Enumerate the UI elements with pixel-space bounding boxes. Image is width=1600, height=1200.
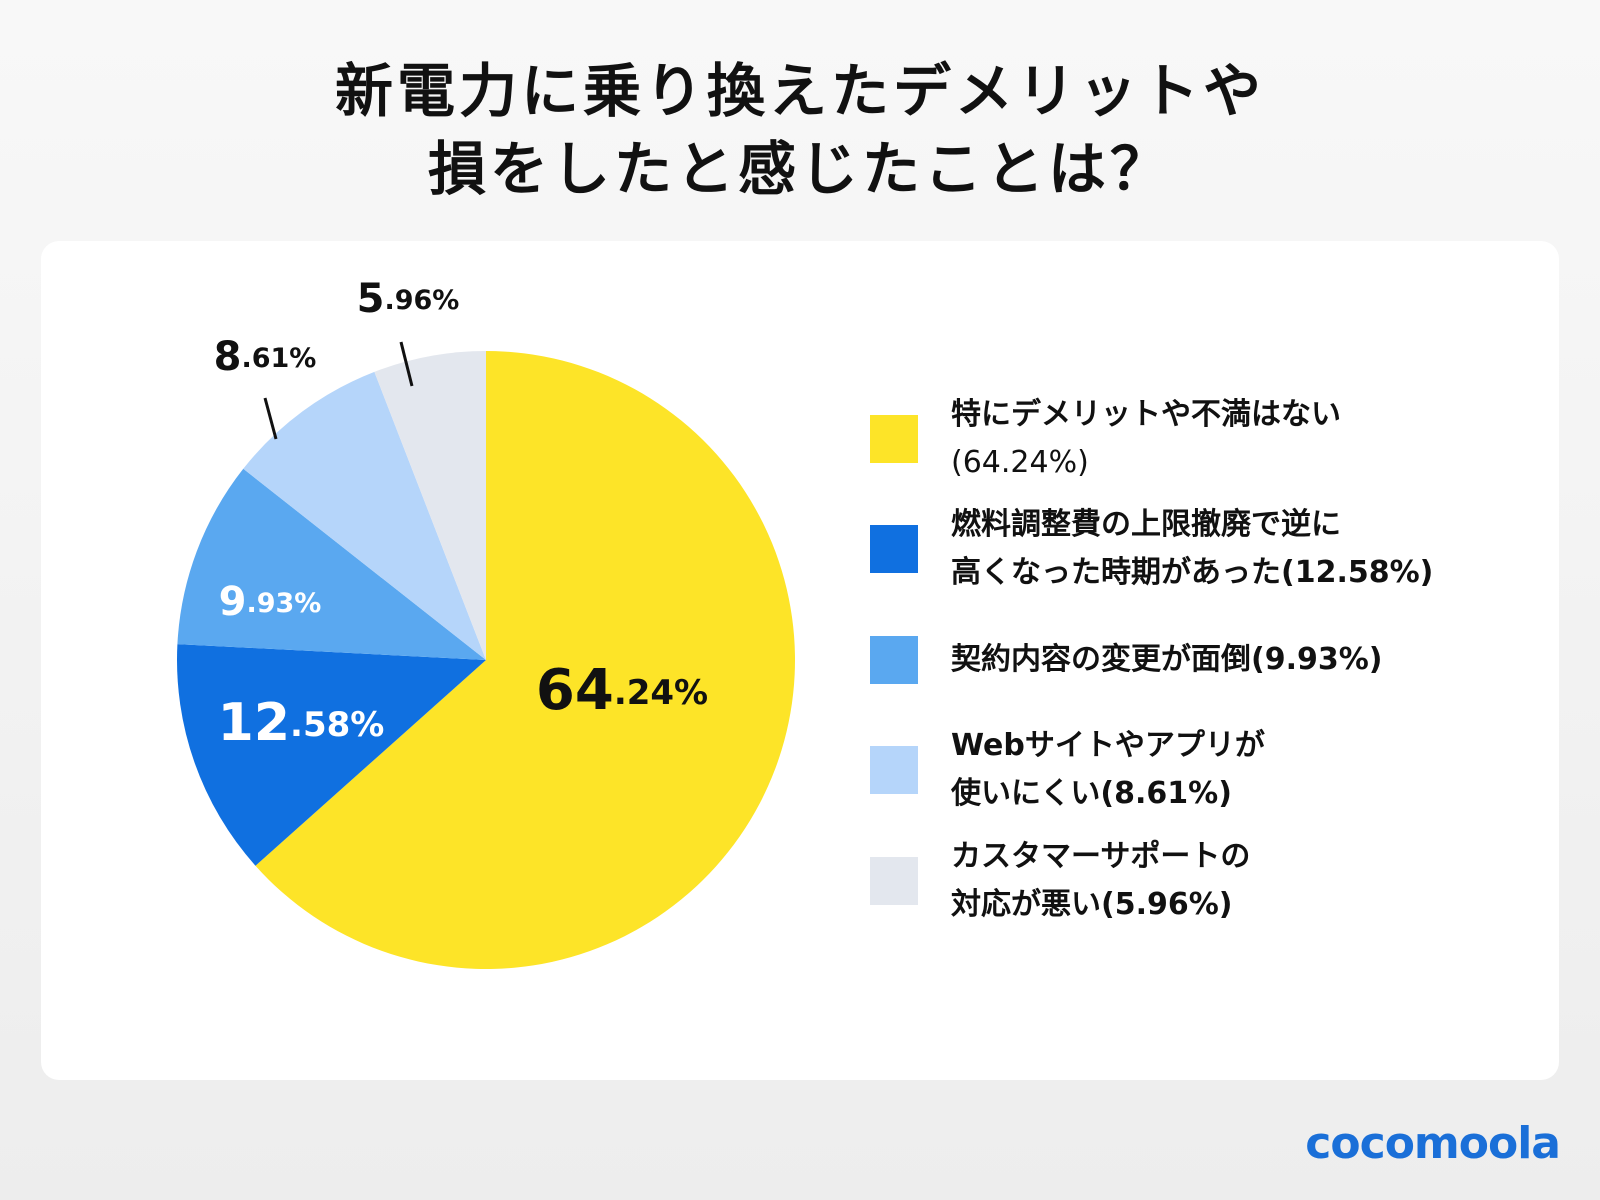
legend-item: 特にデメリットや不満はない (64.24%) (870, 391, 1341, 487)
data-label: 8.61% (214, 334, 317, 380)
legend-label: 特にデメリットや不満はない (951, 397, 1341, 432)
data-label: 12.58% (218, 693, 385, 753)
pie-slice (177, 468, 486, 660)
data-label: 5.96% (357, 276, 460, 322)
pie-slice (177, 644, 487, 866)
legend-swatch (870, 525, 918, 573)
title-line-2: 損をしたと感じたことは？ (427, 135, 1172, 203)
data-label: 64.24% (536, 658, 708, 723)
legend-swatch (870, 857, 918, 905)
pie-slice (243, 371, 486, 660)
pie-slice (374, 351, 486, 660)
leader-line (399, 341, 414, 387)
pie-slice (255, 351, 795, 969)
cocomoola-logo: cocomoola (1305, 1118, 1561, 1169)
legend-label: 燃料調整費の上限撤廃で逆に (951, 507, 1341, 542)
legend-item: カスタマーサポートの 対応が悪い(5.96%) (870, 833, 1250, 929)
legend-item: 燃料調整費の上限撤廃で逆に高くなった時期があった(12.58%) (870, 501, 1433, 597)
data-label: 9.93% (219, 579, 322, 625)
leader-line (263, 397, 278, 440)
legend-label: 高くなった時期があった(12.58%) (951, 555, 1434, 590)
legend-label: Webサイトやアプリが (951, 728, 1265, 763)
legend-item: 契約内容の変更が面倒(9.93%) (870, 636, 1383, 684)
legend-item: Webサイトやアプリが 使いにくい(8.61%) (870, 722, 1265, 818)
legend-label: カスタマーサポートの (951, 839, 1251, 874)
legend-label: 対応が悪い(5.96%) (951, 887, 1233, 922)
legend-swatch (870, 746, 918, 794)
title-line-1: 新電力に乗り換えたデメリットや (334, 57, 1265, 125)
legend-label: (64.24%) (951, 445, 1089, 480)
legend-swatch (870, 636, 918, 684)
legend-label: 使いにくい(8.61%) (951, 776, 1232, 811)
legend-swatch (870, 415, 918, 463)
legend-label: 契約内容の変更が面倒(9.93%) (951, 642, 1383, 677)
chart-title: 新電力に乗り換えたデメリットや 損をしたと感じたことは？ (0, 52, 1600, 208)
